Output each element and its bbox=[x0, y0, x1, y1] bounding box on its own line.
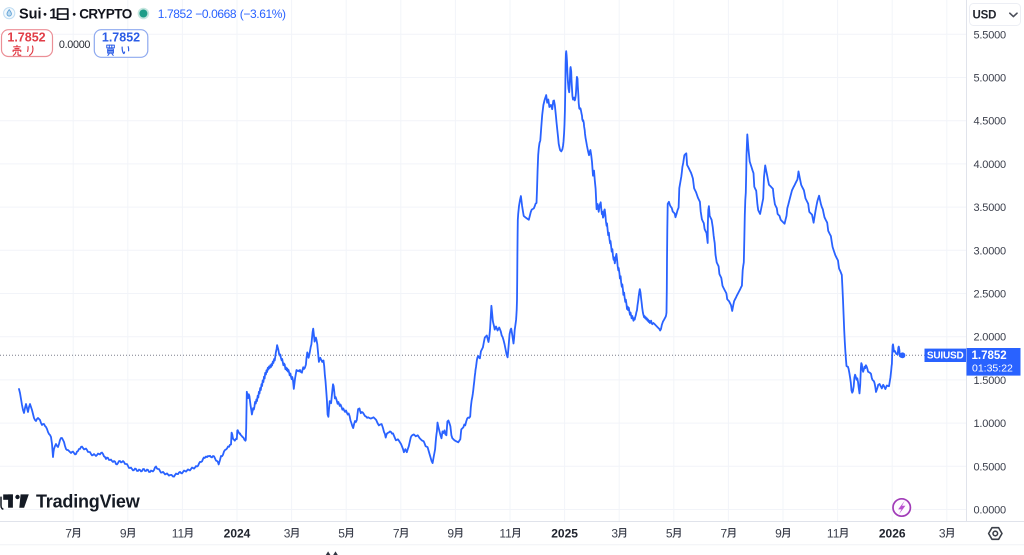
svg-text:0.0000: 0.0000 bbox=[59, 39, 91, 51]
svg-text:9: 9 bbox=[120, 527, 127, 541]
svg-text:USD: USD bbox=[973, 10, 997, 22]
svg-text:9: 9 bbox=[775, 527, 782, 541]
svg-text:1.7852: 1.7852 bbox=[7, 31, 45, 45]
svg-text:3.0000: 3.0000 bbox=[974, 245, 1007, 257]
svg-text:9: 9 bbox=[447, 527, 454, 541]
svg-text:2026: 2026 bbox=[879, 527, 906, 541]
svg-text:1.0000: 1.0000 bbox=[974, 418, 1007, 430]
svg-text:4.5000: 4.5000 bbox=[974, 116, 1007, 128]
svg-text:2.5000: 2.5000 bbox=[974, 289, 1007, 301]
svg-text:7: 7 bbox=[65, 527, 72, 541]
svg-text:CRYPTO: CRYPTO bbox=[79, 7, 132, 22]
svg-text:2025: 2025 bbox=[551, 527, 578, 541]
svg-text:3.5000: 3.5000 bbox=[974, 202, 1007, 214]
svg-text:2.0000: 2.0000 bbox=[974, 332, 1007, 344]
svg-text:11: 11 bbox=[827, 527, 840, 541]
svg-text:1.5000: 1.5000 bbox=[974, 375, 1007, 387]
svg-text:TradingView: TradingView bbox=[36, 492, 141, 512]
svg-text:7: 7 bbox=[393, 527, 400, 541]
svg-text:SUIUSD: SUIUSD bbox=[927, 350, 964, 361]
svg-text:7: 7 bbox=[721, 527, 728, 541]
svg-text:5.0000: 5.0000 bbox=[974, 73, 1007, 85]
svg-text:Sui: Sui bbox=[19, 7, 42, 23]
svg-text:11: 11 bbox=[172, 527, 185, 541]
svg-text:4.0000: 4.0000 bbox=[974, 159, 1007, 171]
svg-text:1.7852: 1.7852 bbox=[972, 350, 1007, 362]
svg-text:5.5000: 5.5000 bbox=[974, 29, 1007, 41]
svg-text:3: 3 bbox=[284, 527, 291, 541]
svg-text:0.5000: 0.5000 bbox=[974, 461, 1007, 473]
svg-text:−0.0668: −0.0668 bbox=[195, 7, 237, 21]
svg-text:1.7852: 1.7852 bbox=[158, 7, 193, 21]
svg-text:5: 5 bbox=[666, 527, 673, 541]
svg-text:3: 3 bbox=[611, 527, 618, 541]
svg-text:1.7852: 1.7852 bbox=[102, 31, 140, 45]
svg-text:01:35:22: 01:35:22 bbox=[972, 362, 1013, 374]
svg-text:(−3.61%): (−3.61%) bbox=[240, 7, 286, 21]
svg-text:5: 5 bbox=[338, 527, 345, 541]
svg-text:2024: 2024 bbox=[224, 527, 251, 541]
svg-text:0.0000: 0.0000 bbox=[974, 505, 1007, 517]
svg-text:3: 3 bbox=[939, 527, 946, 541]
svg-text:11: 11 bbox=[499, 527, 512, 541]
svg-text:1: 1 bbox=[49, 7, 57, 23]
